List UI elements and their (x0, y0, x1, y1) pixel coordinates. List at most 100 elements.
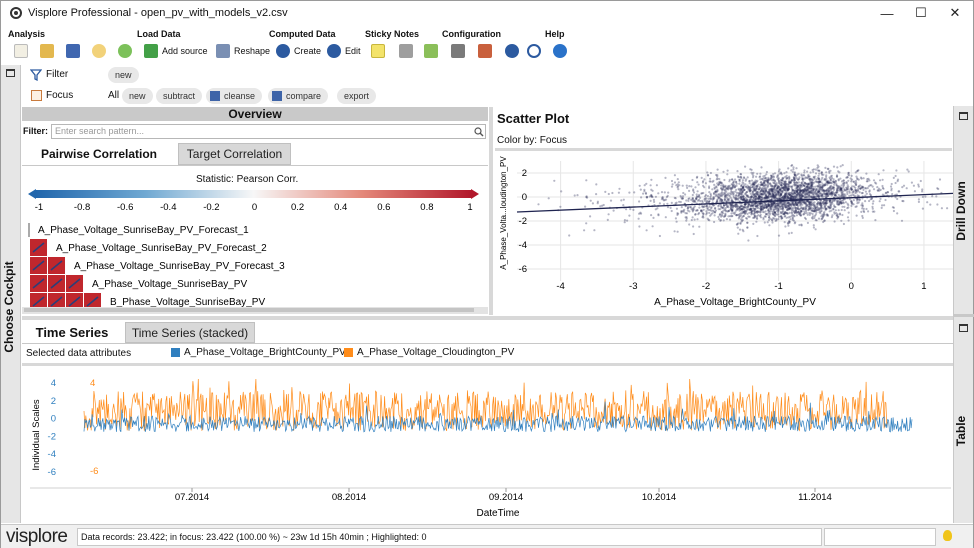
load-data-menu[interactable]: Load Data (137, 29, 181, 39)
trash-icon[interactable] (399, 44, 413, 58)
reshape-icon (216, 44, 230, 58)
tab-time-series[interactable]: Time Series (23, 322, 121, 343)
computed-data-menu[interactable]: Computed Data (269, 29, 336, 39)
legend-item-cloudington[interactable]: A_Phase_Voltage_Cloudington_PV (344, 347, 514, 358)
window-title: Visplore Professional - open_pv_with_mod… (28, 7, 288, 19)
focus-new-button[interactable]: new (122, 88, 153, 104)
attribute-label[interactable]: A_Phase_Voltage_SunriseBay_PV (92, 279, 247, 290)
drill-down-label[interactable]: Drill Down (954, 181, 968, 241)
ribbon: Analysis Load Data Add source Reshape Co… (1, 25, 973, 65)
panel-splitter[interactable] (489, 107, 493, 315)
ts-x-tick: 08.2014 (332, 492, 366, 503)
sticky-notes-menu[interactable]: Sticky Notes (365, 29, 420, 39)
attribute-label[interactable]: A_Phase_Voltage_SunriseBay_PV_Forecast_2 (56, 243, 267, 254)
legend-swatch-orange (344, 348, 353, 357)
tab-target-correlation[interactable]: Target Correlation (178, 143, 291, 165)
new-file-icon[interactable] (14, 44, 28, 58)
time-series-chart[interactable]: 4 2 0 -2 -4 -6 4 -6 Individual Scales 07.2014 08.2… (22, 367, 953, 523)
refresh-icon[interactable] (424, 44, 438, 58)
filter-new-button[interactable]: new (108, 67, 139, 83)
lightbulb-icon[interactable] (943, 530, 952, 541)
configuration-menu[interactable]: Configuration (442, 29, 501, 39)
minimize-button[interactable]: — (880, 5, 894, 21)
tab-pairwise-correlation[interactable]: Pairwise Correlation (24, 143, 174, 165)
horizontal-splitter[interactable] (22, 316, 953, 320)
correlation-trend-mark (32, 296, 45, 307)
choose-cockpit-panel[interactable]: Choose Cockpit (1, 65, 21, 523)
ts-tab-divider (22, 343, 953, 344)
overview-header: Overview (22, 107, 488, 121)
ts-blue-tick: 2 (51, 396, 56, 407)
correlation-trend-mark (50, 296, 63, 307)
right-side-panel: Drill Down Table (953, 106, 974, 523)
drill-down-toggle-icon[interactable] (959, 112, 968, 120)
scatter-color-by[interactable]: Color by: Focus (497, 135, 568, 146)
scale-tick-label: -0.6 (117, 202, 133, 213)
scatter-plot[interactable]: -4 -3 -2 -1 0 1 2 0 -2 -4 -6 A_Phase_Voltage_Bright… (495, 153, 953, 315)
undo-icon[interactable] (92, 44, 106, 58)
edit-icon (327, 44, 341, 58)
save-icon[interactable] (66, 44, 80, 58)
cleanse-label: cleanse (224, 91, 256, 101)
focus-export-button[interactable]: export (337, 88, 377, 104)
attribute-label[interactable]: A_Phase_Voltage_SunriseBay_PV_Forecast_1 (38, 225, 249, 236)
scatter-y-label: A_Phase_Volta...loudington_PV (499, 156, 508, 270)
ts-x-tick: 09.2014 (489, 492, 523, 503)
panel-toggle-icon[interactable] (6, 69, 15, 77)
legend-swatch-blue (171, 348, 180, 357)
scatter-divider (495, 148, 952, 151)
search-input[interactable]: Enter search pattern... (51, 124, 486, 139)
analysis-menu[interactable]: Analysis (8, 29, 46, 39)
help-menu[interactable]: Help (545, 29, 565, 39)
selected-attributes-label: Selected data attributes (26, 348, 132, 359)
scrollbar-thumb[interactable] (24, 308, 474, 312)
filter-icon (30, 69, 42, 81)
table-toggle-icon[interactable] (959, 324, 968, 332)
maximize-button[interactable]: ☐ (915, 5, 927, 20)
focus-subtract-button[interactable]: subtract (156, 88, 203, 104)
ts-blue-tick: -6 (48, 467, 56, 478)
table-label[interactable]: Table (954, 415, 968, 447)
status-text: Data records: 23.422; in focus: 23.422 (… (77, 528, 822, 546)
focus-all-button[interactable]: All (108, 90, 120, 101)
scale-left-arrow (28, 189, 36, 199)
scale-tick-label: 0.2 (291, 202, 304, 213)
export-icon[interactable] (478, 44, 492, 58)
scale-tick-label: 0.8 (420, 202, 433, 213)
open-folder-icon[interactable] (40, 44, 54, 58)
add-source-button[interactable]: Add source (144, 42, 208, 60)
focus-icon (31, 90, 42, 101)
attribute-label[interactable]: B_Phase_Voltage_SunriseBay_PV (110, 297, 265, 308)
list-icon[interactable] (451, 44, 465, 58)
tab-time-series-stacked[interactable]: Time Series (stacked) (125, 322, 255, 343)
focus-cleanse-button[interactable]: cleanse (206, 88, 263, 104)
settings-icon[interactable] (505, 44, 519, 58)
reload-icon[interactable] (527, 44, 541, 58)
edit-button[interactable]: Edit (327, 42, 361, 60)
create-label: Create (294, 46, 322, 56)
create-button[interactable]: Create (276, 42, 321, 60)
attribute-label[interactable]: A_Phase_Voltage_SunriseBay_PV_Forecast_3 (74, 261, 285, 272)
correlation-trend-mark (32, 260, 45, 271)
reshape-button[interactable]: Reshape (216, 42, 270, 60)
sticky-note-icon[interactable] (371, 44, 385, 58)
search-icon[interactable] (474, 127, 484, 137)
scatter-y-tick: -4 (519, 240, 527, 251)
redo-icon[interactable] (118, 44, 132, 58)
overview-filter-label: Filter: (23, 126, 49, 136)
focus-compare-button[interactable]: compare (268, 88, 329, 104)
choose-cockpit-label[interactable]: Choose Cockpit (2, 261, 16, 353)
scale-tick-label: 1 (467, 202, 472, 213)
scatter-x-tick: -1 (774, 281, 782, 292)
close-button[interactable]: ✕ (949, 5, 961, 20)
legend-label-cloudington: A_Phase_Voltage_Cloudington_PV (357, 347, 515, 358)
focus-label: Focus (46, 90, 74, 101)
ts-x-label: DateTime (477, 508, 520, 519)
scale-right-arrow (471, 189, 479, 199)
ts-y-label: Individual Scales (31, 399, 42, 471)
legend-item-brightcounty[interactable]: A_Phase_Voltage_BrightCounty_PV (171, 347, 346, 358)
ts-blue-tick: 4 (51, 378, 56, 389)
scale-tick-label: 0 (252, 202, 257, 213)
scale-tick-label: -0.8 (74, 202, 90, 213)
help-icon[interactable] (553, 44, 567, 58)
